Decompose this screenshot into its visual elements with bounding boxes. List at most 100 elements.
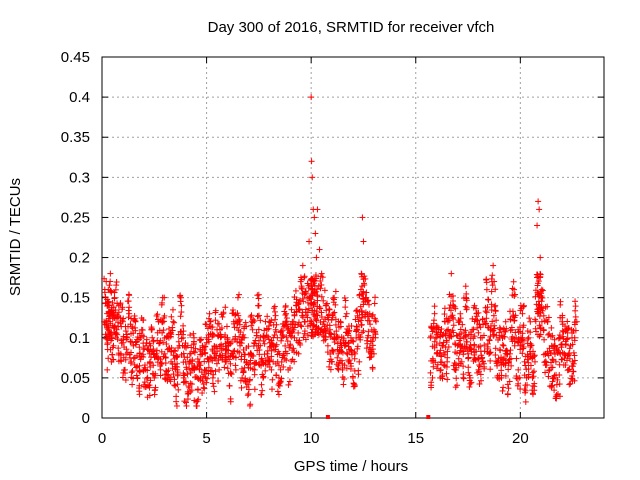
data-point (298, 284, 305, 291)
data-point (247, 357, 254, 364)
data-point (146, 382, 153, 389)
data-point (152, 386, 159, 393)
data-point (295, 300, 302, 307)
data-point (487, 357, 494, 364)
data-point (162, 360, 169, 367)
data-point (460, 363, 467, 370)
data-point (505, 366, 512, 373)
data-point (169, 324, 176, 331)
data-point (264, 333, 271, 340)
data-point (156, 339, 163, 346)
data-point (448, 270, 455, 277)
data-point (117, 301, 124, 308)
data-point (444, 376, 451, 383)
data-point (193, 402, 200, 409)
y-tick-label: 0.3 (69, 169, 90, 186)
data-point (490, 262, 497, 269)
data-point (326, 306, 333, 313)
data-point (228, 371, 235, 378)
y-tick-label: 0.05 (61, 370, 90, 387)
data-point (274, 334, 281, 341)
data-point (198, 336, 205, 343)
data-point (139, 327, 146, 334)
data-point (278, 358, 285, 365)
data-point (190, 340, 197, 347)
y-tick-label: 0 (82, 410, 90, 427)
data-point (229, 353, 236, 360)
data-point (541, 336, 548, 343)
data-point (460, 374, 467, 381)
data-point (128, 349, 135, 356)
data-point (236, 349, 243, 356)
x-tick-label: 0 (98, 430, 106, 447)
data-point (460, 351, 467, 358)
data-point (297, 341, 304, 348)
data-point (340, 381, 347, 388)
data-point (195, 396, 202, 403)
data-point (332, 301, 339, 308)
data-point (122, 328, 129, 335)
data-point (302, 336, 309, 343)
data-point (234, 294, 241, 301)
data-point (175, 386, 182, 393)
y-axis-title: SRMTID / TECUs (7, 178, 24, 296)
axis-marker (325, 415, 330, 419)
data-point (261, 340, 268, 347)
data-point (349, 373, 356, 380)
data-point (373, 318, 380, 325)
data-point (132, 341, 139, 348)
data-point (261, 351, 268, 358)
data-point (277, 366, 284, 373)
data-point (301, 291, 308, 298)
data-point (324, 342, 331, 349)
data-point (198, 351, 205, 358)
data-point (161, 294, 168, 301)
data-point (257, 334, 264, 341)
data-point (155, 355, 162, 362)
data-point (278, 337, 285, 344)
data-point (499, 387, 506, 394)
data-point (159, 318, 166, 325)
data-point (110, 356, 117, 363)
data-point (195, 386, 202, 393)
data-point (271, 332, 278, 339)
data-point (146, 392, 153, 399)
data-point (117, 320, 124, 327)
data-point (174, 353, 181, 360)
data-point (130, 355, 137, 362)
data-point (236, 318, 243, 325)
data-point (257, 342, 264, 349)
data-point (369, 365, 376, 372)
data-point (175, 344, 182, 351)
data-point (104, 366, 111, 373)
data-point (537, 254, 544, 261)
data-point (209, 367, 216, 374)
data-point (281, 355, 288, 362)
data-point (268, 317, 275, 324)
data-point (521, 358, 528, 365)
data-point (188, 381, 195, 388)
data-point (108, 288, 115, 295)
data-point (234, 348, 241, 355)
data-point (107, 330, 114, 337)
data-point (504, 391, 511, 398)
data-point (136, 385, 143, 392)
data-point (117, 352, 124, 359)
data-point (283, 357, 290, 364)
data-point (111, 289, 118, 296)
data-point (194, 355, 201, 362)
data-point (203, 321, 210, 328)
axis-marker (426, 415, 431, 419)
data-point (509, 285, 516, 292)
data-point (171, 382, 178, 389)
data-point (174, 381, 181, 388)
data-point (132, 364, 139, 371)
data-point (132, 327, 139, 334)
data-point (308, 94, 315, 101)
data-point (525, 359, 532, 366)
data-point (530, 391, 537, 398)
data-point (228, 338, 235, 345)
data-point (128, 374, 135, 381)
data-point (131, 316, 138, 323)
data-point (101, 275, 108, 282)
